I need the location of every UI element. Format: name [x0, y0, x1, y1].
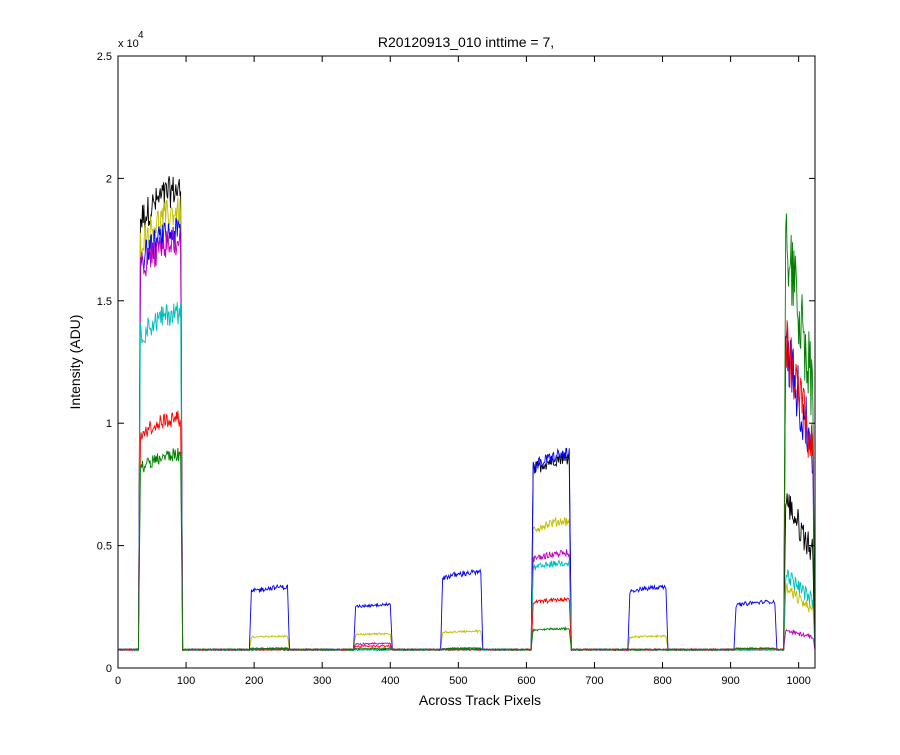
- y-tick-label: 2.5: [97, 51, 112, 63]
- y-multiplier-base: x 10: [118, 38, 139, 50]
- y-tick-label: 1: [106, 418, 112, 430]
- y-tick-label: 2: [106, 173, 112, 185]
- chart-title: R20120913_010 inttime = 7,: [378, 34, 554, 50]
- plot-area: [118, 56, 815, 668]
- x-tick-label: 300: [313, 675, 331, 687]
- x-tick-label: 0: [115, 675, 121, 687]
- y-axis-label: Intensity (ADU): [67, 315, 83, 410]
- x-tick-label: 100: [177, 675, 195, 687]
- y-tick-label: 1.5: [97, 296, 112, 308]
- x-tick-label: 1000: [786, 675, 810, 687]
- x-axis: 0 100 200 300 400 500 600 700 800 900 1000: [115, 56, 811, 687]
- series-line-7: [118, 213, 816, 652]
- y-tick-label: 0: [106, 663, 112, 675]
- x-tick-label: 200: [245, 675, 263, 687]
- y-tick-label: 0.5: [97, 541, 112, 553]
- x-tick-label: 700: [585, 675, 603, 687]
- x-tick-label: 600: [517, 675, 535, 687]
- x-tick-label: 900: [721, 675, 739, 687]
- x-tick-label: 500: [449, 675, 467, 687]
- series-group: [118, 176, 816, 652]
- y-axis: 0 0.5 1 1.5 2 2.5: [97, 51, 815, 675]
- plot-frame: [117, 55, 816, 669]
- y-multiplier-exponent: 4: [138, 30, 144, 41]
- x-tick-label: 800: [653, 675, 671, 687]
- x-axis-label: Across Track Pixels: [419, 692, 541, 708]
- x-tick-label: 400: [381, 675, 399, 687]
